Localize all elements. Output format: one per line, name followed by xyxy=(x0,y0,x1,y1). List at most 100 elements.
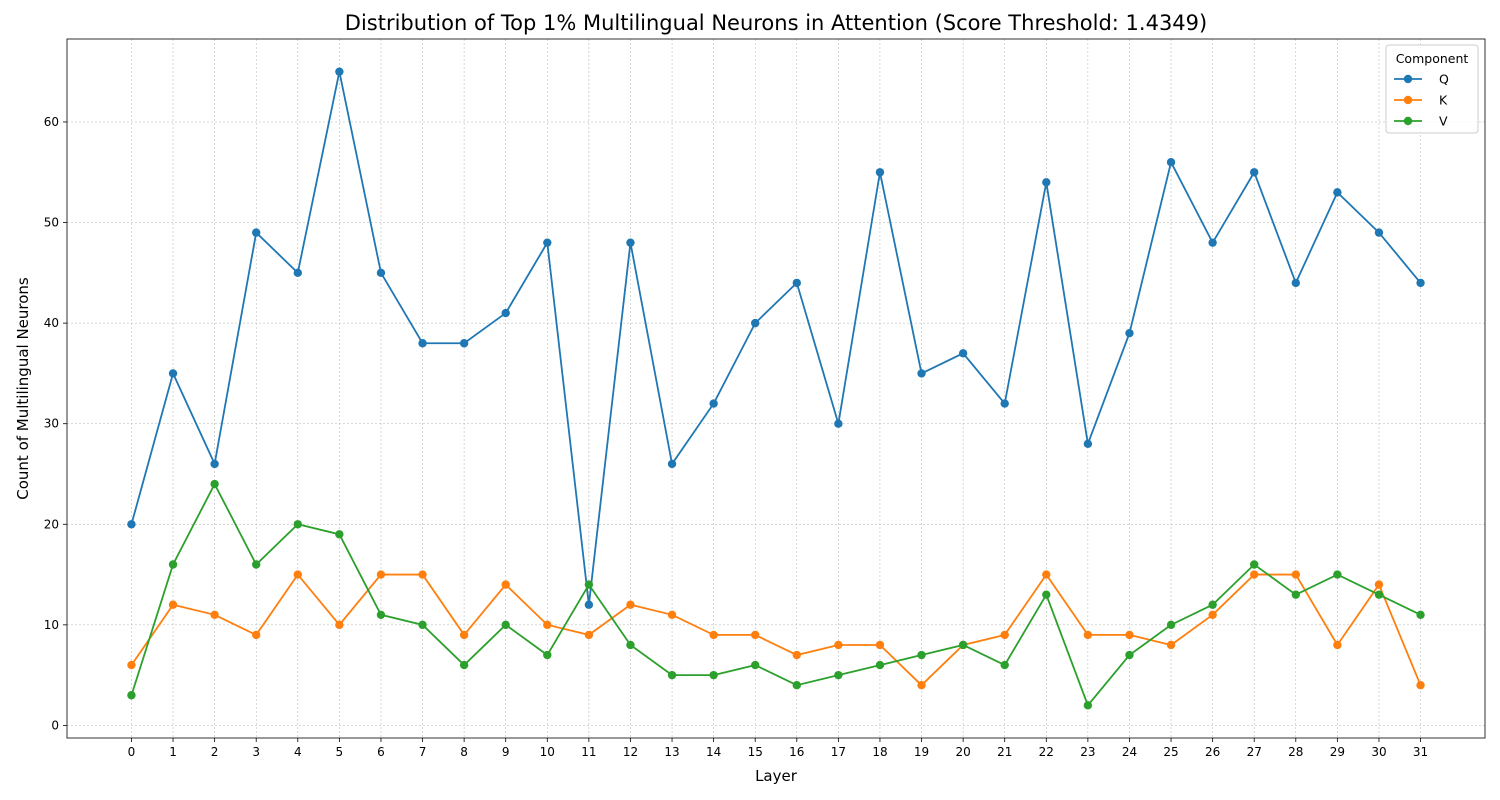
y-tick-label: 10 xyxy=(44,618,59,632)
data-point-V xyxy=(293,520,302,529)
legend-items: QKV xyxy=(1394,72,1449,129)
x-tick-label: 11 xyxy=(581,745,596,759)
x-tick-label: 1 xyxy=(169,745,177,759)
legend-marker-Q xyxy=(1403,74,1413,84)
data-point-Q xyxy=(168,369,178,378)
data-point-Q xyxy=(1250,168,1259,177)
x-tick-label: 8 xyxy=(460,745,468,759)
legend-label-K: K xyxy=(1439,93,1448,108)
data-point-Q xyxy=(501,308,510,318)
data-point-K xyxy=(584,630,594,640)
x-tick-label: 13 xyxy=(664,745,679,759)
series-line-K xyxy=(130,572,1422,687)
data-point-K xyxy=(127,660,136,670)
x-tick-label: 19 xyxy=(914,745,929,759)
data-point-K xyxy=(252,630,261,640)
data-point-K xyxy=(917,680,926,690)
x-tick-label: 25 xyxy=(1163,745,1178,759)
data-point-V xyxy=(667,670,677,680)
data-point-K xyxy=(1374,580,1384,589)
x-tick-label: 0 xyxy=(128,745,136,759)
data-point-Q xyxy=(626,238,635,247)
data-point-V xyxy=(1208,600,1217,609)
data-point-Q xyxy=(751,318,760,328)
legend-label-Q: Q xyxy=(1439,72,1449,87)
x-tick-label: 6 xyxy=(377,745,385,759)
data-point-Q xyxy=(584,600,594,609)
grid xyxy=(67,39,1485,738)
x-tick-label: 4 xyxy=(294,745,302,759)
data-point-Q xyxy=(1083,439,1093,449)
plot-area-frame xyxy=(66,38,1486,739)
x-tick-label: 7 xyxy=(419,745,427,759)
data-point-K xyxy=(501,580,510,589)
data-point-K xyxy=(1208,610,1217,619)
data-point-K xyxy=(1042,570,1051,579)
legend: Component QKV xyxy=(1385,44,1479,134)
data-point-K xyxy=(792,650,801,660)
data-point-V xyxy=(1125,650,1134,660)
legend-title: Component xyxy=(1396,51,1469,66)
data-point-V xyxy=(210,479,219,489)
data-point-K xyxy=(1125,630,1134,640)
data-point-Q xyxy=(252,228,261,237)
axis-ticks: 0 1 2 3 4 5 6 7 8 9 10 11 12 13 14 15 16 17 18 19 20 21 22 23 24… xyxy=(44,115,1428,759)
data-point-Q xyxy=(667,459,677,469)
data-point-K xyxy=(1291,570,1300,579)
x-tick-label: 2 xyxy=(211,745,219,759)
data-point-V xyxy=(917,650,926,660)
y-tick-label: 30 xyxy=(44,417,59,431)
data-point-K xyxy=(1166,640,1176,650)
data-point-K xyxy=(626,600,635,609)
x-tick-label: 16 xyxy=(789,745,804,759)
data-point-K xyxy=(834,640,843,650)
legend-marker-V xyxy=(1403,116,1413,126)
x-tick-label: 22 xyxy=(1039,745,1054,759)
chart-title: Distribution of Top 1% Multilingual Neur… xyxy=(345,11,1207,35)
data-point-Q xyxy=(917,369,926,378)
data-point-Q xyxy=(875,168,885,177)
data-point-Q xyxy=(293,268,302,278)
data-point-V xyxy=(834,670,843,680)
data-point-V xyxy=(626,640,635,650)
data-point-Q xyxy=(1291,278,1300,288)
legend-marker-K xyxy=(1403,95,1413,105)
y-tick-label: 60 xyxy=(44,115,59,129)
data-point-Q xyxy=(1333,188,1342,197)
data-point-Q xyxy=(1374,228,1384,237)
x-tick-label: 17 xyxy=(831,745,846,759)
data-point-Q xyxy=(543,238,552,247)
x-tick-label: 15 xyxy=(748,745,763,759)
x-tick-label: 28 xyxy=(1288,745,1303,759)
x-tick-label: 20 xyxy=(955,745,970,759)
data-point-V xyxy=(1000,660,1009,670)
data-point-Q xyxy=(834,419,843,428)
data-point-K xyxy=(751,630,760,640)
data-point-K xyxy=(543,620,552,630)
data-point-K xyxy=(709,630,718,640)
data-point-Q xyxy=(1000,399,1009,408)
data-point-K xyxy=(210,610,219,619)
data-point-V xyxy=(543,650,552,660)
x-tick-label: 10 xyxy=(540,745,555,759)
data-point-Q xyxy=(792,278,801,288)
series-line-Q xyxy=(130,71,1422,605)
data-point-Q xyxy=(418,339,427,348)
data-point-K xyxy=(1416,680,1425,690)
x-tick-label: 21 xyxy=(997,745,1012,759)
data-point-K xyxy=(1000,630,1009,640)
data-point-V xyxy=(501,620,510,630)
data-point-Q xyxy=(1125,328,1134,338)
data-point-K xyxy=(418,570,427,579)
data-point-Q xyxy=(127,520,136,529)
data-point-V xyxy=(751,660,760,670)
data-point-V xyxy=(584,580,594,589)
data-point-V xyxy=(1416,610,1425,619)
x-tick-label: 26 xyxy=(1205,745,1220,759)
data-point-V xyxy=(1374,590,1384,599)
data-point-Q xyxy=(1042,178,1051,187)
data-point-K xyxy=(293,570,302,579)
data-point-V xyxy=(335,530,344,539)
x-tick-label: 12 xyxy=(623,745,638,759)
data-point-V xyxy=(459,660,469,670)
